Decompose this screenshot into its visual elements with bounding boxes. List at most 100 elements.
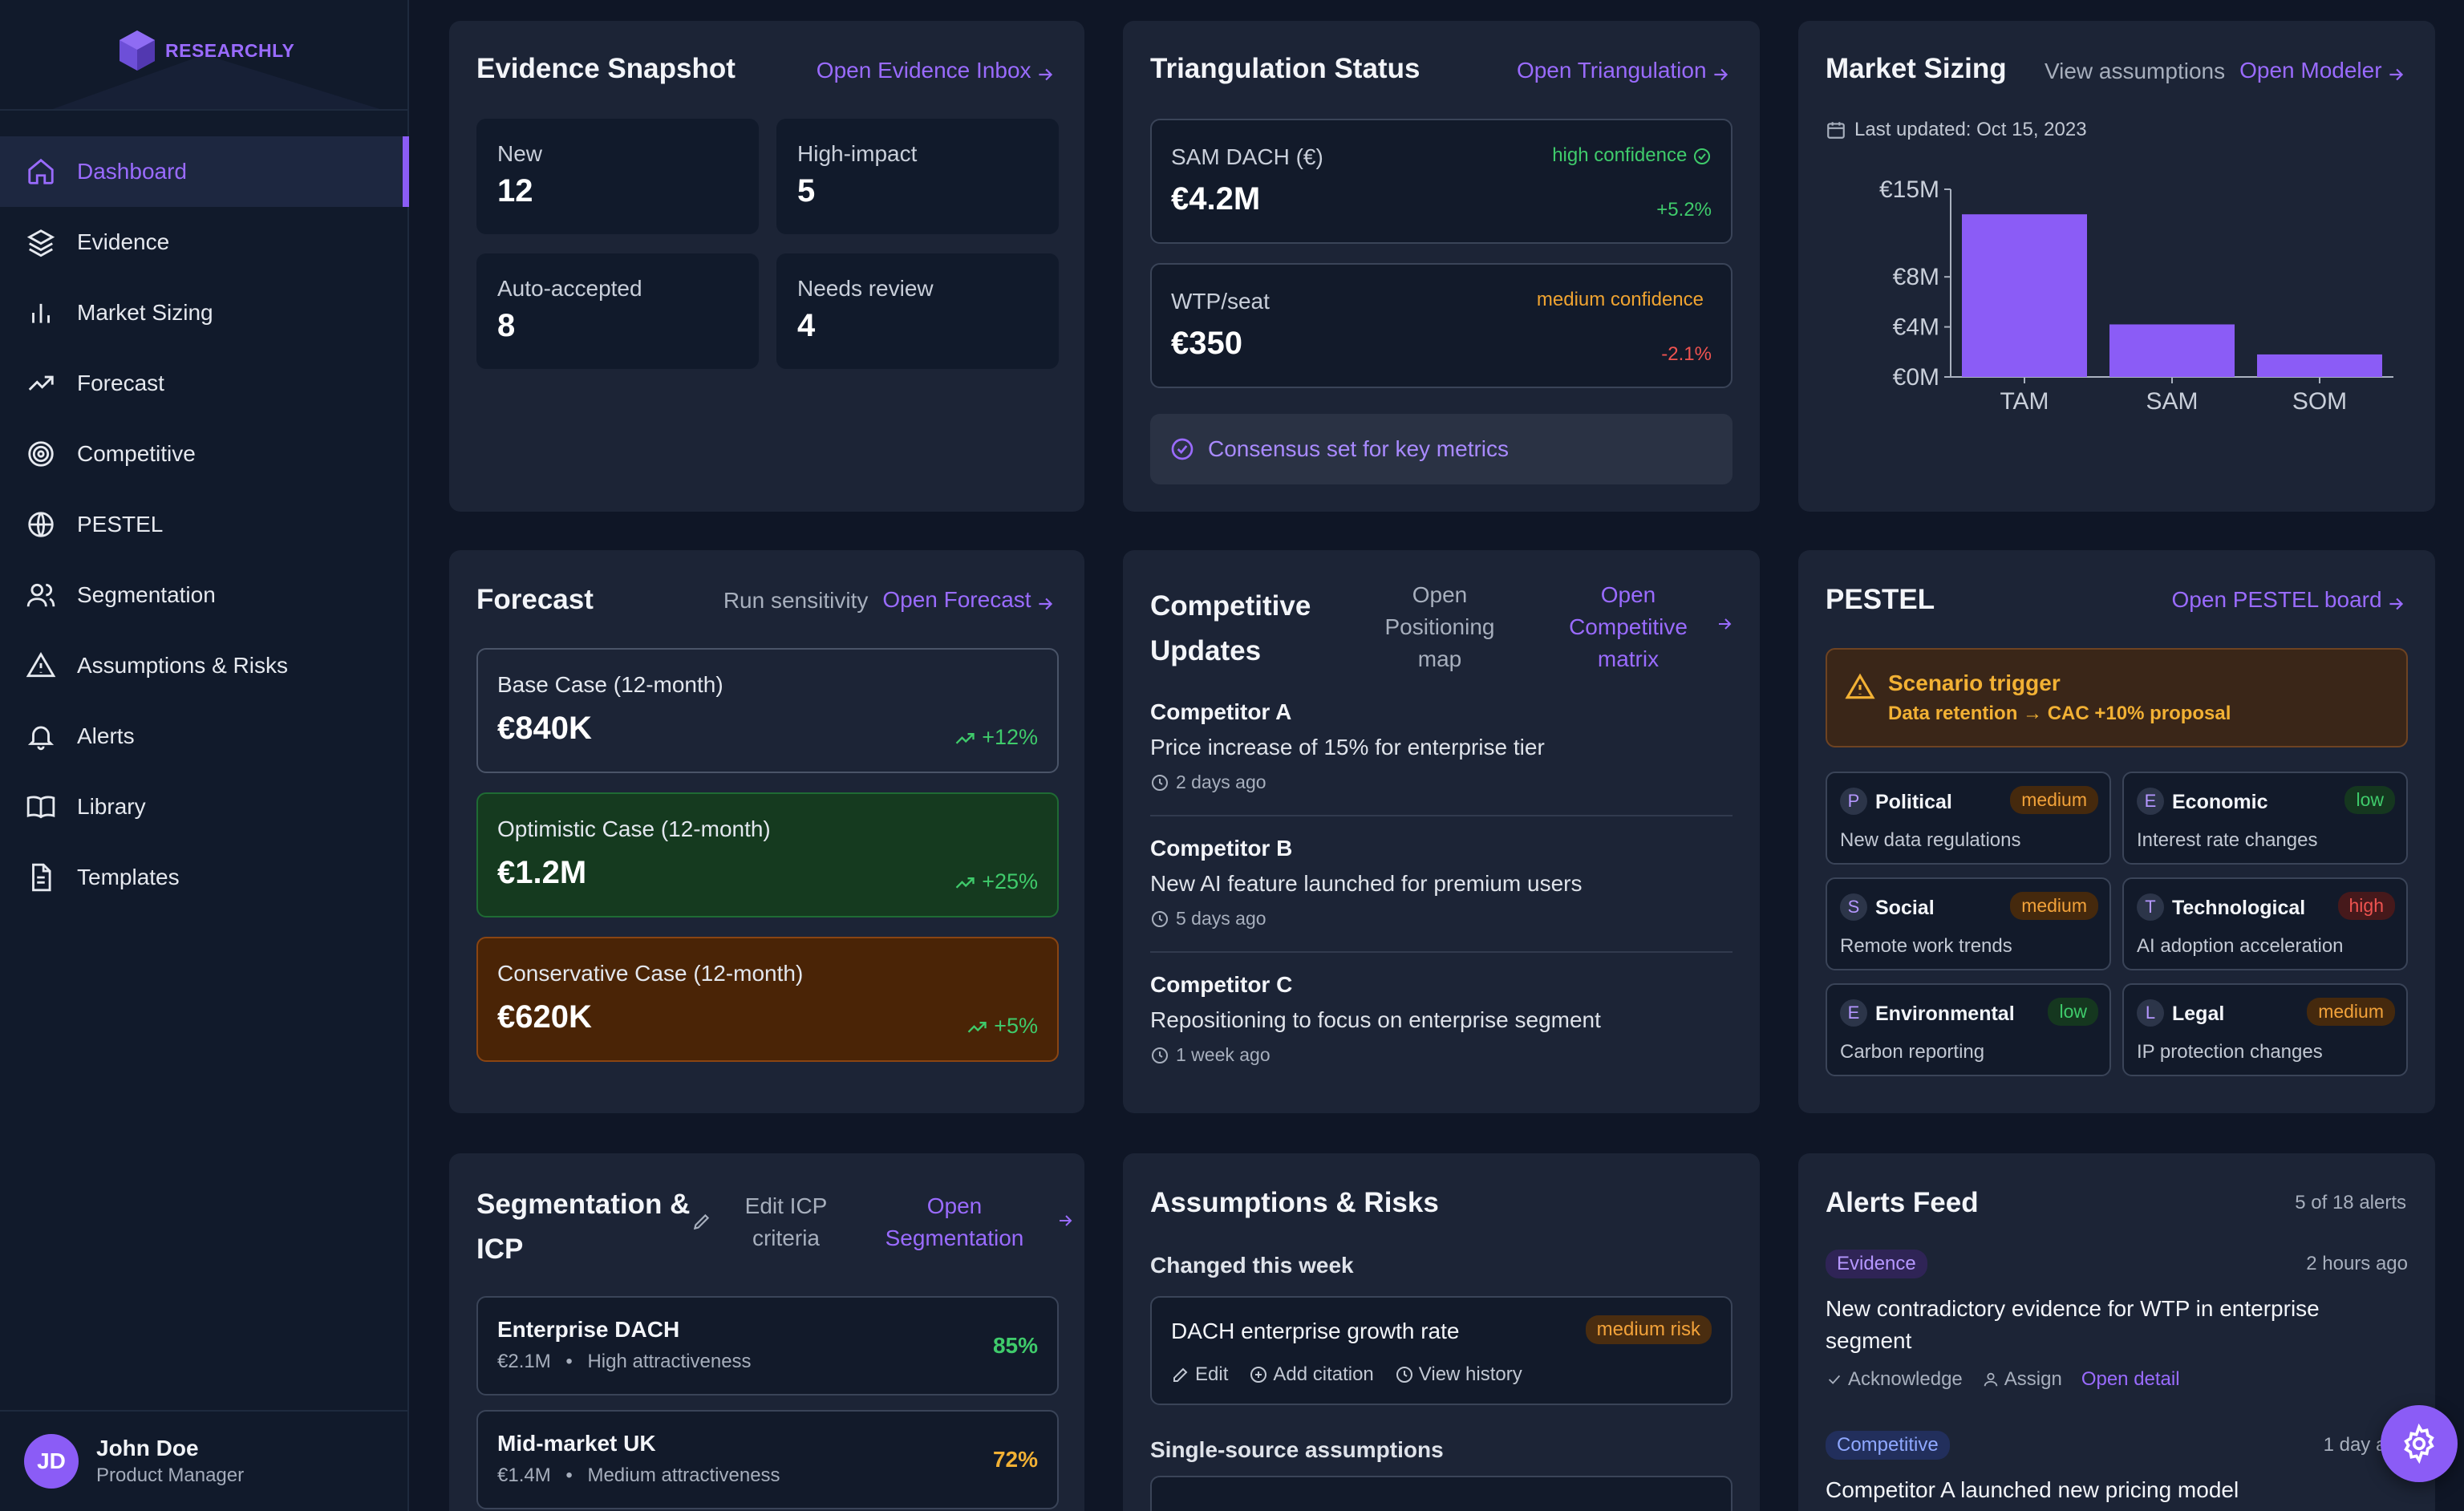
forecast-optimistic-case[interactable]: Optimistic Case (12-month) €1.2M +25% [476, 792, 1059, 918]
trending-up-icon [967, 1021, 987, 1033]
alert-item[interactable]: Evidence 2 hours ago New contradictory e… [1826, 1250, 2408, 1391]
open-segmentation-link[interactable]: Open Segmentation [866, 1190, 1075, 1262]
card-title: Segmentation & ICP [476, 1189, 691, 1265]
factor-level-badge: high [2337, 892, 2395, 920]
alert-tag: Competitive [1826, 1431, 1950, 1460]
pencil-icon[interactable] [691, 1211, 712, 1232]
forecast-conservative-case[interactable]: Conservative Case (12-month) €620K +5% [476, 937, 1059, 1062]
nav-label: Segmentation [77, 582, 216, 607]
card-title: Forecast [476, 584, 594, 615]
open-competitive-matrix-link[interactable]: Open Competitive matrix [1548, 579, 1749, 675]
metric-wtp-seat[interactable]: WTP/seat €350 medium confidence -2.1% [1150, 263, 1732, 388]
nav-item-alerts[interactable]: Alerts [0, 701, 409, 772]
metric-label: SAM DACH (€) [1171, 144, 1323, 169]
add-citation-button[interactable]: Add citation [1249, 1363, 1374, 1386]
stat-needs-review[interactable]: Needs review 4 [776, 253, 1059, 369]
arrow-right-icon [1039, 598, 1053, 610]
scenario-trigger-banner[interactable]: Scenario trigger Data retention → CAC +1… [1826, 648, 2408, 747]
factor-name: Technological [2172, 897, 2306, 919]
nav-item-forecast[interactable]: Forecast [0, 348, 409, 419]
edit-button[interactable]: Edit [1171, 1363, 1228, 1386]
open-triangulation-link[interactable]: Open Triangulation [1517, 58, 1731, 85]
stat-value: 8 [497, 308, 516, 343]
stat-value: 4 [797, 308, 816, 343]
open-evidence-inbox-link[interactable]: Open Evidence Inbox [817, 58, 1056, 85]
factor-letter: S [1840, 893, 1867, 921]
nav-item-dashboard[interactable]: Dashboard [0, 136, 409, 207]
stat-label: New [497, 141, 543, 166]
factor-name: Legal [2172, 1003, 2225, 1025]
factor-text: Interest rate changes [2137, 829, 2318, 851]
assumption-item[interactable]: DACH enterprise growth rate medium risk … [1150, 1296, 1732, 1405]
factor-letter: T [2137, 893, 2164, 921]
open-pestel-board-link[interactable]: Open PESTEL board [2172, 587, 2406, 614]
nav-item-assumptions[interactable]: Assumptions & Risks [0, 630, 409, 701]
open-forecast-link[interactable]: Open Forecast [882, 587, 1056, 614]
nav-item-market-sizing[interactable]: Market Sizing [0, 277, 409, 348]
alert-item[interactable]: Competitive 1 day ago Competitor A launc… [1826, 1431, 2408, 1506]
pestel-factor-political[interactable]: P Political medium New data regulations [1826, 772, 2111, 865]
user-profile[interactable]: JD John Doe Product Manager [0, 1410, 409, 1511]
segment-mid-market-uk[interactable]: Mid-market UK €1.4M • Medium attractiven… [476, 1410, 1059, 1509]
arrow-right-icon [2389, 598, 2404, 610]
trending-up-icon [955, 732, 975, 744]
nav-item-library[interactable]: Library [0, 772, 409, 842]
pestel-factor-economic[interactable]: E Economic low Interest rate changes [2122, 772, 2408, 865]
gear-icon [2404, 1424, 2434, 1464]
last-updated: Last updated: Oct 15, 2023 [1826, 119, 2087, 141]
stat-new[interactable]: New 12 [476, 119, 759, 234]
card-title: Triangulation Status [1150, 53, 1420, 84]
view-assumptions-link[interactable]: View assumptions [2044, 58, 2226, 83]
assign-button[interactable]: Assign [1982, 1368, 2062, 1391]
nav-item-templates[interactable]: Templates [0, 842, 409, 913]
alert-text: New contradictory evidence for WTP in en… [1826, 1296, 2320, 1353]
nav-item-segmentation[interactable]: Segmentation [0, 560, 409, 630]
trigger-title: Scenario trigger [1888, 670, 2061, 695]
bar-chart-icon [32, 303, 50, 323]
alert-tag: Evidence [1826, 1250, 1927, 1278]
segment-score: 85% [992, 1333, 1038, 1358]
competitor-update-b[interactable]: Competitor B New AI feature launched for… [1150, 836, 1732, 930]
globe-icon [28, 512, 54, 537]
factor-level-badge: low [2344, 786, 2395, 814]
nav-item-pestel[interactable]: PESTEL [0, 489, 409, 560]
single-source-assumption-item[interactable] [1150, 1476, 1732, 1511]
nav-label: PESTEL [77, 512, 164, 537]
pestel-factor-social[interactable]: S Social medium Remote work trends [1826, 877, 2111, 970]
open-modeler-link[interactable]: Open Modeler [2239, 58, 2406, 85]
case-value: €840K [497, 711, 592, 746]
segmentation-card: Segmentation & ICP Edit ICP criteria Ope… [449, 1153, 1084, 1511]
open-positioning-map-link[interactable]: Open Positioning map [1384, 582, 1495, 671]
metric-sam-dach[interactable]: SAM DACH (€) €4.2M high confidence +5.2% [1150, 119, 1732, 244]
stat-high-impact[interactable]: High-impact 5 [776, 119, 1059, 234]
consensus-banner[interactable]: Consensus set for key metrics [1150, 414, 1732, 484]
competitor-name: Competitor C [1150, 972, 1293, 997]
brand-logo[interactable]: RESEARCHLY [117, 29, 294, 72]
stat-auto-accepted[interactable]: Auto-accepted 8 [476, 253, 759, 369]
run-sensitivity-link[interactable]: Run sensitivity [723, 587, 869, 613]
factor-level-badge: medium [2307, 998, 2395, 1026]
metric-delta: +5.2% [1656, 199, 1712, 221]
segment-enterprise-dach[interactable]: Enterprise DACH €2.1M • High attractiven… [476, 1296, 1059, 1396]
nav-item-evidence[interactable]: Evidence [0, 207, 409, 277]
target-icon [28, 441, 54, 467]
open-detail-link[interactable]: Open detail [2081, 1368, 2180, 1390]
home-icon [28, 158, 54, 184]
forecast-base-case[interactable]: Base Case (12-month) €840K +12% [476, 648, 1059, 773]
acknowledge-button[interactable]: Acknowledge [1826, 1368, 1963, 1391]
check-circle-icon [1694, 148, 1710, 164]
competitor-update-a[interactable]: Competitor A Price increase of 15% for e… [1150, 699, 1732, 793]
pestel-factor-technological[interactable]: T Technological high AI adoption accelerati… [2122, 877, 2408, 970]
stat-label: High-impact [797, 141, 918, 166]
edit-icp-criteria-link[interactable]: Edit ICP criteria [744, 1193, 828, 1250]
nav-item-competitive[interactable]: Competitive [0, 419, 409, 489]
factor-letter: L [2137, 999, 2164, 1027]
factor-level-badge: low [2048, 998, 2098, 1026]
pestel-factor-legal[interactable]: L Legal medium IP protection changes [2122, 983, 2408, 1076]
competitor-update-c[interactable]: Competitor C Repositioning to focus on e… [1150, 972, 1732, 1066]
arrow-right-icon [1719, 618, 1732, 630]
user-icon [1984, 1372, 1998, 1387]
settings-fab[interactable] [2381, 1405, 2458, 1482]
pestel-factor-environmental[interactable]: E Environmental low Carbon reporting [1826, 983, 2111, 1076]
view-history-button[interactable]: View history [1395, 1363, 1522, 1386]
